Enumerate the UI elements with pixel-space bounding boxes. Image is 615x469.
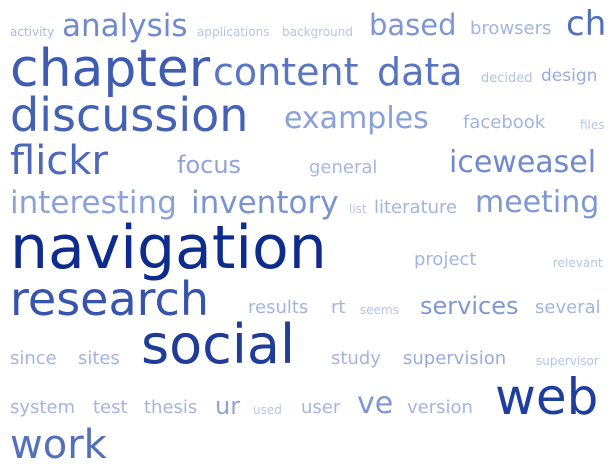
tag-based[interactable]: based	[369, 8, 457, 42]
tag-results[interactable]: results	[248, 297, 309, 318]
tag-list[interactable]: list	[349, 202, 367, 216]
tag-used[interactable]: used	[253, 403, 282, 417]
tag-content[interactable]: content	[213, 50, 359, 94]
tag-background[interactable]: background	[282, 25, 353, 39]
tag-discussion[interactable]: discussion	[10, 88, 249, 142]
tag-several[interactable]: several	[535, 297, 601, 318]
tag-supervision[interactable]: supervision	[403, 348, 507, 369]
tag-general[interactable]: general	[309, 157, 378, 178]
tag-design[interactable]: design	[541, 66, 598, 86]
tag-user[interactable]: user	[301, 397, 341, 418]
tag-browsers[interactable]: browsers	[470, 18, 552, 39]
tag-data[interactable]: data	[377, 50, 463, 94]
tag-flickr[interactable]: flickr	[10, 138, 108, 184]
tag-activity[interactable]: activity	[10, 25, 55, 39]
tag-facebook[interactable]: facebook	[463, 112, 546, 133]
tag-since[interactable]: since	[10, 348, 57, 369]
tag-files[interactable]: files	[580, 118, 605, 132]
tag-project[interactable]: project	[414, 249, 477, 270]
tag-focus[interactable]: focus	[177, 151, 242, 179]
tag-ch[interactable]: ch	[566, 4, 607, 44]
tag-version[interactable]: version	[407, 397, 473, 418]
tag-web[interactable]: web	[495, 368, 599, 426]
tag-ur[interactable]: ur	[215, 392, 241, 420]
tag-chapter[interactable]: chapter	[10, 39, 211, 99]
tag-rt[interactable]: rt	[331, 297, 346, 318]
tag-research[interactable]: research	[10, 272, 210, 326]
tag-sites[interactable]: sites	[78, 348, 120, 369]
tag-analysis[interactable]: analysis	[62, 8, 188, 44]
tag-literature[interactable]: literature	[374, 197, 458, 218]
tag-supervisor[interactable]: supervisor	[536, 354, 599, 368]
tag-social[interactable]: social	[141, 313, 295, 376]
tag-thesis[interactable]: thesis	[144, 397, 198, 418]
tag-inventory[interactable]: inventory	[191, 185, 339, 221]
tag-relevant[interactable]: relevant	[553, 256, 603, 270]
tag-iceweasel[interactable]: iceweasel	[449, 145, 597, 180]
tag-system[interactable]: system	[10, 397, 76, 418]
tag-applications[interactable]: applications	[197, 25, 270, 39]
tag-test[interactable]: test	[93, 397, 128, 418]
tag-seems[interactable]: seems	[360, 303, 399, 317]
tag-ve[interactable]: ve	[357, 386, 394, 421]
tag-decided[interactable]: decided	[481, 71, 533, 86]
tag-meeting[interactable]: meeting	[475, 185, 600, 220]
tag-study[interactable]: study	[331, 348, 381, 369]
tag-examples[interactable]: examples	[284, 101, 429, 136]
tag-services[interactable]: services	[420, 292, 519, 320]
tag-interesting[interactable]: interesting	[10, 185, 177, 221]
tag-work[interactable]: work	[10, 422, 107, 468]
tag-navigation[interactable]: navigation	[10, 213, 327, 283]
